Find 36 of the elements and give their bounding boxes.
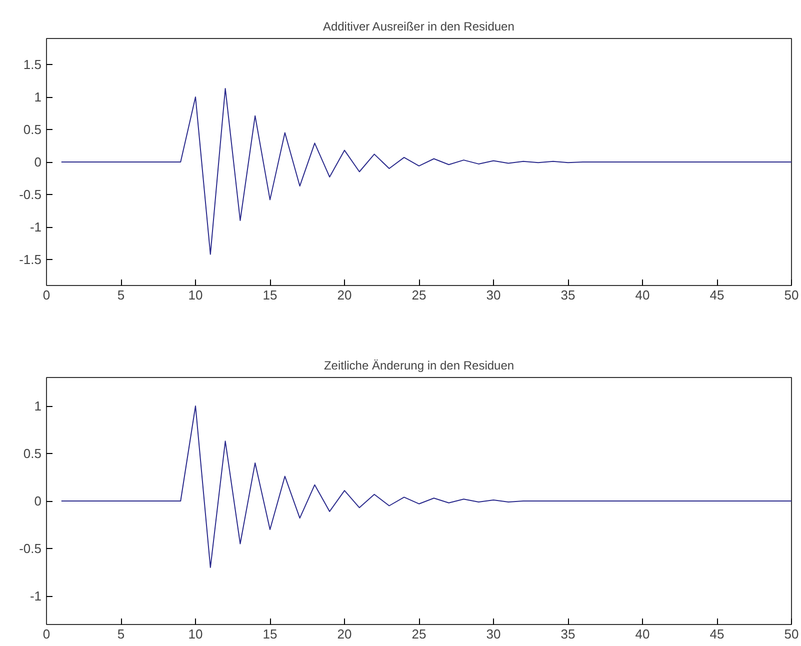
x-tick-label: 45	[710, 288, 724, 302]
y-tick-label: 0.5	[23, 446, 42, 461]
x-tick-label: 40	[635, 626, 650, 642]
x-tick-label: 5	[117, 626, 125, 642]
x-tick-label: 45	[710, 626, 724, 642]
chart-title: Zeitliche Änderung in den Residuen	[324, 358, 514, 372]
x-tick-label: 50	[784, 288, 799, 302]
x-tick-label: 20	[337, 288, 352, 302]
line-series	[60, 88, 792, 255]
x-tick-label: 30	[486, 288, 501, 302]
y-tick-label: 0	[34, 154, 42, 170]
x-tick-label: 35	[560, 288, 576, 302]
x-tick-label: 20	[337, 626, 352, 642]
y-tick-label: -1.5	[19, 252, 42, 267]
y-tick-label: 1.5	[23, 57, 42, 72]
y-tick-label: 0.5	[23, 122, 42, 137]
x-tick-label: 25	[412, 288, 426, 302]
y-tick-label: -1	[30, 220, 42, 234]
x-tick-label: 15	[262, 288, 278, 302]
x-tick-label: 10	[188, 626, 203, 642]
y-tick-label: -1	[30, 588, 42, 604]
y-tick-label: 0	[34, 494, 42, 508]
x-tick-label: 25	[412, 626, 426, 642]
y-tick-label: -0.5	[19, 187, 42, 202]
chart-title: Additiver Ausreißer in den Residuen	[322, 20, 514, 34]
x-tick-label: 40	[635, 288, 650, 302]
x-tick-label: 10	[188, 288, 203, 302]
line-series	[60, 406, 792, 568]
x-tick-label: 35	[560, 626, 576, 642]
x-tick-label: 30	[486, 626, 501, 642]
y-tick-label: -0.5	[19, 541, 42, 556]
x-tick-label: 15	[262, 626, 278, 642]
y-tick-label: 1	[34, 90, 42, 104]
x-tick-label: 5	[117, 288, 125, 302]
y-tick-label: 1	[34, 398, 42, 414]
x-tick-label: 50	[784, 626, 799, 642]
